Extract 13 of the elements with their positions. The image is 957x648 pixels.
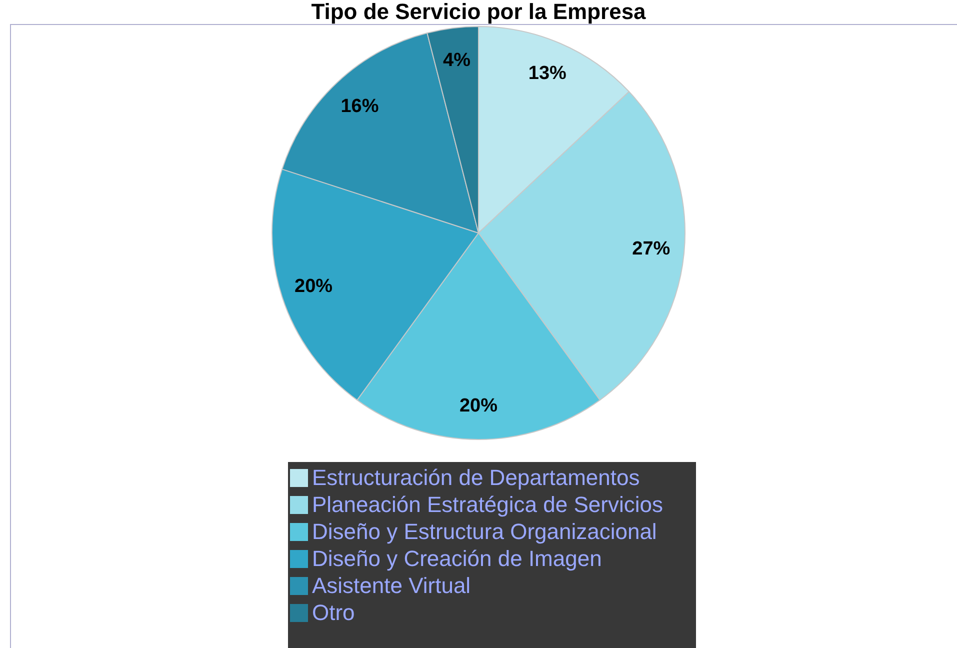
data-label: 13% (528, 63, 567, 84)
data-label: 20% (459, 396, 498, 417)
chart-title: Tipo de Servicio por la Empresa (310, 0, 647, 24)
legend-label: Otro (312, 600, 355, 626)
legend-label: Diseño y Estructura Organizacional (312, 518, 657, 544)
legend-label: Asistente Virtual (312, 572, 471, 598)
legend-label: Diseño y Creación de Imagen (312, 546, 602, 572)
data-label: 27% (632, 238, 670, 260)
legend-label: Estructuración de Departamentos (312, 464, 640, 490)
data-label: 4% (443, 50, 471, 72)
data-label: 20% (294, 276, 333, 297)
data-label: 16% (340, 96, 379, 117)
legend-label: Planeación Estratégica de Servicios (312, 492, 663, 518)
